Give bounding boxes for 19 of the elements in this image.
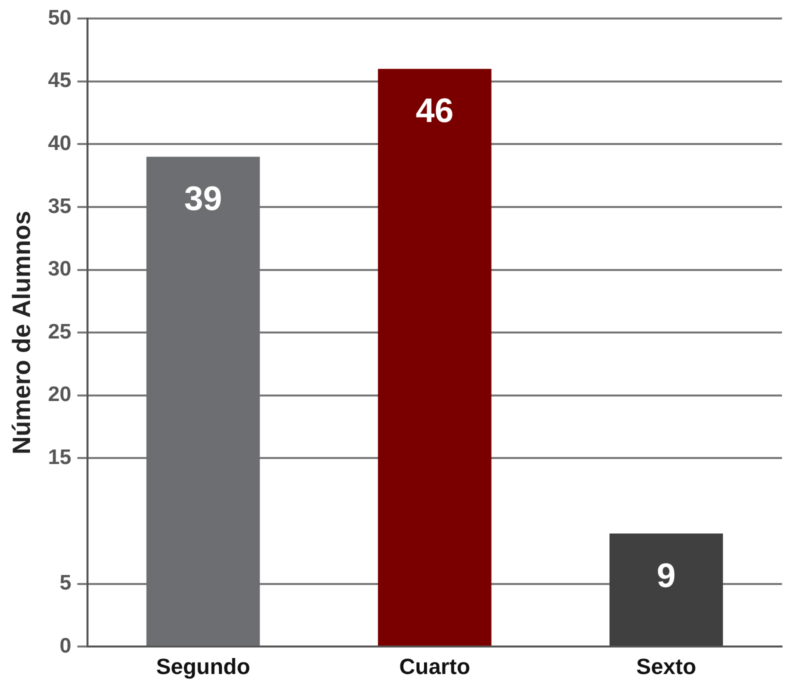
bar <box>378 68 492 646</box>
x-tick-label: Cuarto <box>399 654 470 679</box>
y-tick-label: 40 <box>48 132 72 155</box>
y-tick-label: 45 <box>48 69 72 92</box>
y-tick-label: 15 <box>48 446 72 469</box>
x-tick-label: Segundo <box>156 654 250 679</box>
data-label: 46 <box>416 92 454 130</box>
y-tick-label: 25 <box>48 320 72 344</box>
data-label: 39 <box>184 180 222 218</box>
x-tick-label: Sexto <box>636 654 696 679</box>
y-tick-label: 5 <box>60 572 72 595</box>
y-tick-label: 35 <box>48 194 72 218</box>
y-axis-title: Número de Alumnos <box>8 210 36 454</box>
bar <box>609 534 723 646</box>
data-label: 9 <box>656 556 676 595</box>
y-tick-label: 0 <box>60 634 72 658</box>
y-tick-label: 20 <box>48 383 72 406</box>
y-tick-label: 50 <box>48 6 72 30</box>
y-tick-label: 30 <box>48 258 72 281</box>
